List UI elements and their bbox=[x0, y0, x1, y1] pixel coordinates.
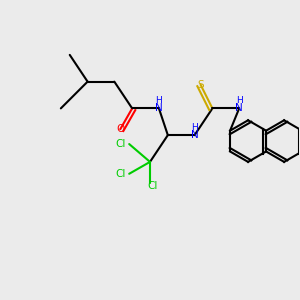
Text: N: N bbox=[235, 103, 243, 113]
Text: H: H bbox=[191, 123, 198, 132]
Text: N: N bbox=[155, 103, 163, 113]
Text: O: O bbox=[116, 124, 124, 134]
Text: H: H bbox=[236, 97, 242, 106]
Text: Cl: Cl bbox=[115, 139, 125, 149]
Text: Cl: Cl bbox=[148, 181, 158, 191]
Text: N: N bbox=[191, 130, 199, 140]
Text: S: S bbox=[197, 80, 204, 90]
Text: H: H bbox=[155, 97, 162, 106]
Text: Cl: Cl bbox=[115, 169, 125, 179]
